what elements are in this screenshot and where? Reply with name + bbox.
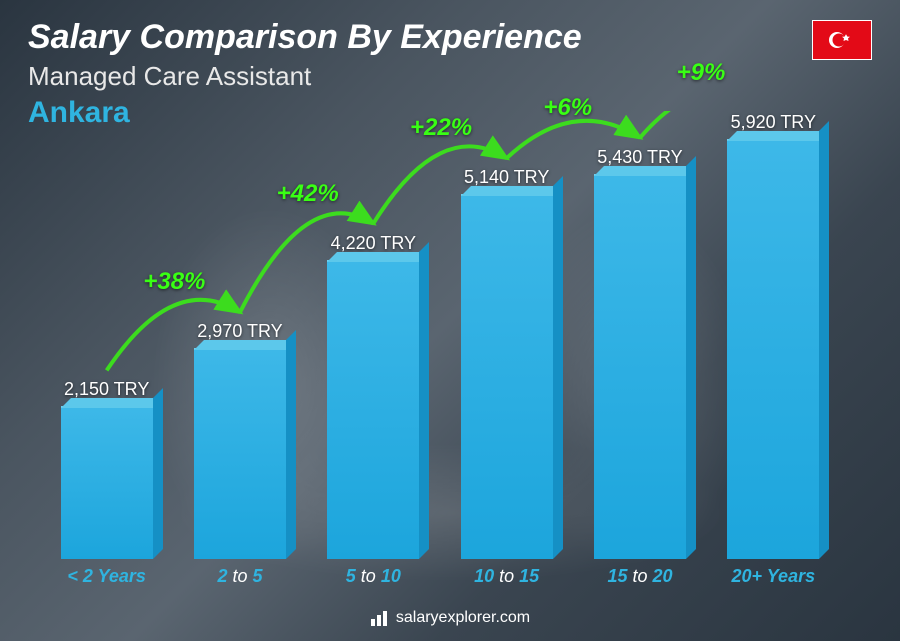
- bar-slot: 5,430 TRY: [573, 147, 706, 559]
- bar: [61, 406, 153, 559]
- footer: salaryexplorer.com: [0, 609, 900, 627]
- x-axis-label: 2 to 5: [173, 566, 306, 587]
- pct-increase-label: +38%: [143, 268, 205, 296]
- x-axis-label: 5 to 10: [307, 566, 440, 587]
- x-axis-label: 20+ Years: [707, 566, 840, 587]
- bar-slot: 4,220 TRY: [307, 233, 440, 559]
- bar-chart-icon: [370, 609, 388, 627]
- bar-slot: 5,920 TRY: [707, 112, 840, 559]
- bar: [727, 139, 819, 559]
- value-label: 5,430 TRY: [597, 147, 682, 168]
- page-title: Salary Comparison By Experience: [28, 18, 872, 57]
- value-label: 5,920 TRY: [731, 112, 816, 133]
- value-label: 4,220 TRY: [331, 233, 416, 254]
- x-axis-label: 10 to 15: [440, 566, 573, 587]
- pct-increase-label: +42%: [277, 180, 339, 208]
- x-axis-label: < 2 Years: [40, 566, 173, 587]
- bar: [461, 194, 553, 559]
- pct-increase-label: +22%: [410, 114, 472, 142]
- bar: [594, 174, 686, 559]
- pct-increase-label: +6%: [543, 94, 592, 122]
- bar: [194, 348, 286, 559]
- bar-slot: 5,140 TRY: [440, 167, 573, 559]
- bar-slot: 2,150 TRY: [40, 379, 173, 559]
- x-axis-label: 15 to 20: [573, 566, 706, 587]
- subtitle: Managed Care Assistant: [28, 61, 872, 92]
- footer-site: salaryexplorer.com: [396, 609, 530, 627]
- pct-increase-label: +9%: [677, 59, 726, 87]
- salary-chart: 2,150 TRY2,970 TRY 4,220 TRY 5,140 TRY 5,43…: [40, 111, 840, 581]
- turkey-flag-icon: [812, 20, 872, 60]
- bar-slot: 2,970 TRY: [173, 321, 306, 559]
- bar: [327, 260, 419, 559]
